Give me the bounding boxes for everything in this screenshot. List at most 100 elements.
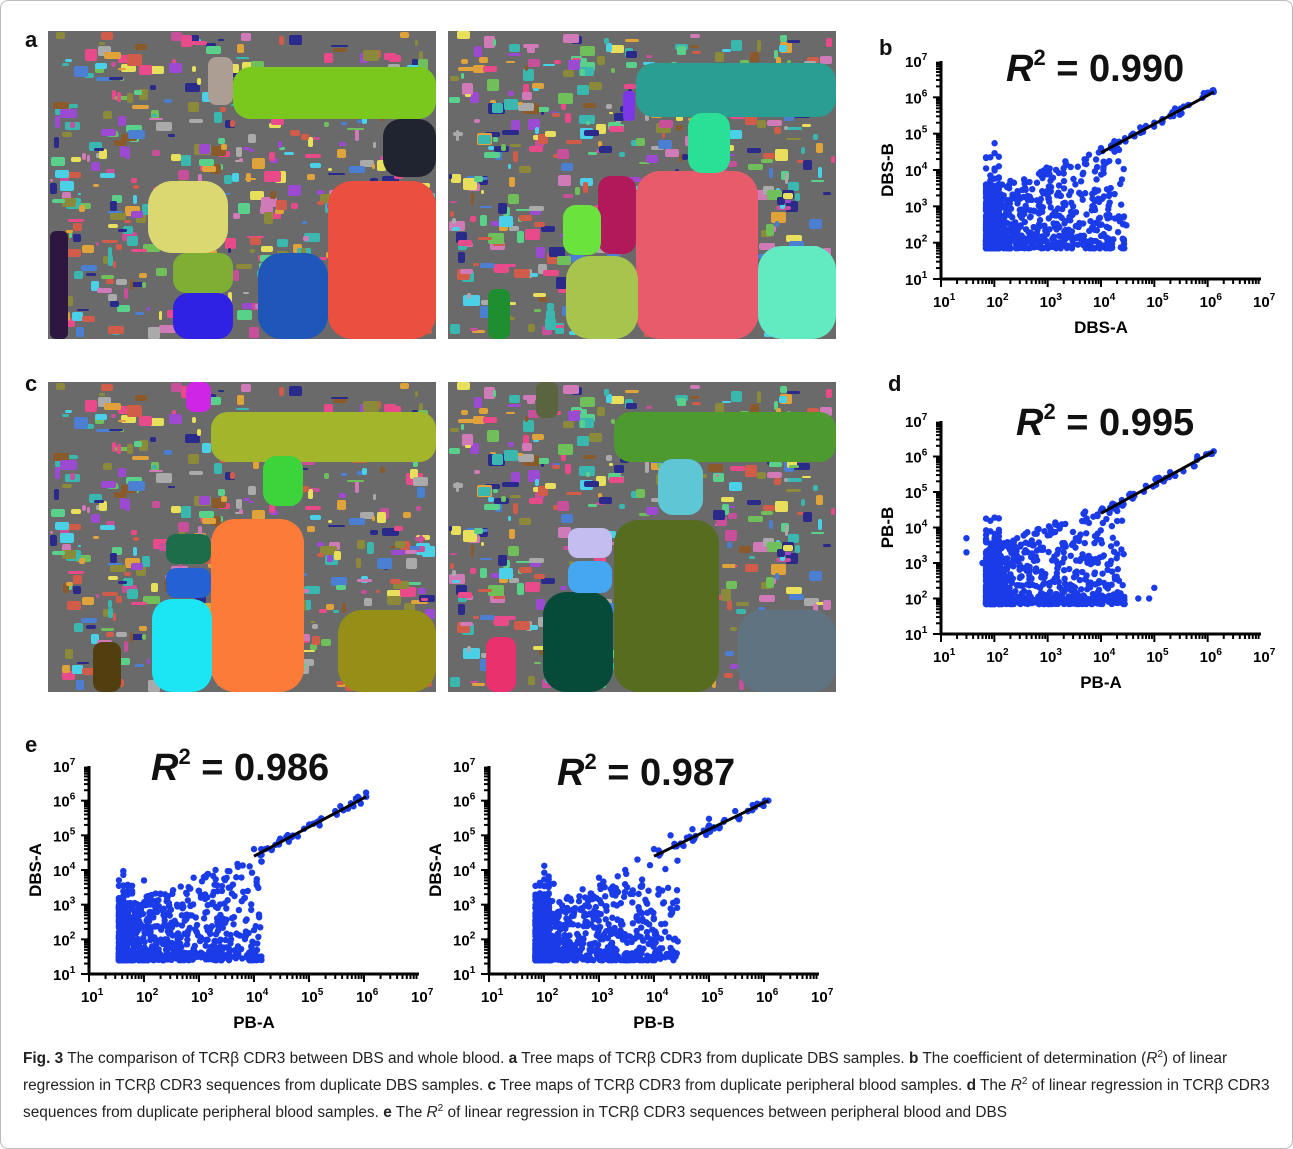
data-point [1055,546,1062,554]
treemap-small-cell [119,144,126,157]
treemap-small-cell [516,208,533,211]
y-tick-label: 107 [53,757,76,776]
treemap-small-cell [492,620,501,624]
treemap-small-cell [141,203,151,215]
treemap-small-cell [284,151,294,155]
treemap-small-cell [527,45,535,54]
treemap-small-cell [201,91,211,102]
treemap-small-cell [115,595,123,603]
treemap-small-cell [134,89,143,96]
treemap-small-cell [130,601,148,605]
treemap-clone-block [328,181,436,339]
treemap-small-cell [184,434,201,444]
treemap-small-cell [171,154,181,161]
treemap-clone-block [152,599,212,692]
treemap-small-cell [522,91,532,100]
treemap-small-cell [108,247,113,256]
treemap-small-cell [757,391,761,404]
treemap-small-cell [198,143,210,154]
x-tick-label: 107 [1253,292,1276,311]
treemap-small-cell [451,217,457,224]
treemap-small-cell [557,527,571,538]
treemap-small-cell [750,403,759,413]
treemap-clone-block [688,113,730,173]
treemap-small-cell [625,62,637,69]
y-tick-label: 101 [905,625,928,644]
treemap-small-cell [98,41,105,46]
data-point [1103,223,1110,231]
treemap-small-cell [228,291,232,304]
treemap-small-cell [257,254,263,262]
points-group [963,448,1217,608]
data-point [1088,244,1096,251]
data-point [1096,239,1103,247]
data-point [994,566,1001,573]
treemap-small-cell [336,148,347,159]
treemap-small-cell [677,397,687,406]
treemap-small-cell [99,500,107,511]
treemap-small-cell [148,326,160,339]
treemap-small-cell [131,104,149,109]
treemap-small-cell [532,82,544,89]
treemap-small-cell [543,270,560,277]
x-tick-label: 101 [933,647,956,666]
treemap-small-cell [500,143,506,151]
data-point [1117,599,1124,606]
treemap-small-cell [722,400,732,404]
treemap-small-cell [509,394,520,404]
data-point [191,942,198,950]
treemap-small-cell [308,488,313,499]
data-point [995,219,1003,226]
treemap-small-cell [170,383,183,393]
treemap-small-cell [198,495,210,506]
treemap-small-cell [450,552,458,555]
treemap-small-cell [386,595,401,605]
treemap-small-cell [129,634,145,640]
treemap-small-cell [585,120,591,126]
treemap-small-cell [597,56,605,65]
treemap-small-cell [455,481,459,493]
y-tick-label: 104 [905,519,928,538]
treemap-small-cell [787,181,799,192]
treemap-small-cell [503,450,518,462]
data-point [1039,204,1047,211]
treemap-small-cell [450,200,458,203]
data-point [1029,185,1036,193]
treemap-small-cell [607,250,620,261]
treemap-small-cell [230,120,235,128]
data-point [1069,211,1076,219]
treemap-small-cell [779,396,787,404]
treemap-small-cell [124,498,130,511]
treemap-small-cell [767,119,783,127]
treemap-small-cell [487,79,500,91]
treemap-small-cell [252,461,259,469]
treemap-small-cell [810,180,825,183]
treemap-small-cell [478,528,489,537]
treemap-small-cell [318,609,327,613]
data-point [1103,515,1110,523]
treemap-small-cell [713,510,726,520]
data-point [987,574,994,582]
treemap-small-cell [530,272,539,278]
panel-label-d: d [888,371,902,396]
treemap-small-cell [236,408,250,411]
treemap-small-cell [111,194,123,203]
treemap-small-cell [585,472,591,477]
y-tick-label: 101 [53,965,76,984]
treemap-small-cell [55,169,69,178]
treemap-small-cell [92,183,100,187]
treemap-small-cell [806,408,820,415]
treemap-small-cell [139,64,153,76]
treemap-small-cell [357,471,365,475]
treemap-small-cell [537,133,548,145]
treemap-small-cell [579,419,586,428]
data-point [258,858,265,865]
treemap-small-cell [59,532,74,543]
treemap-clone-block [148,181,228,253]
treemap-small-cell [784,126,788,131]
treemap-small-cell [655,122,671,134]
treemap-small-cell [487,145,494,151]
r2-label-e-left: R2 = 0.986 [151,744,330,789]
treemap-small-cell [462,82,474,95]
